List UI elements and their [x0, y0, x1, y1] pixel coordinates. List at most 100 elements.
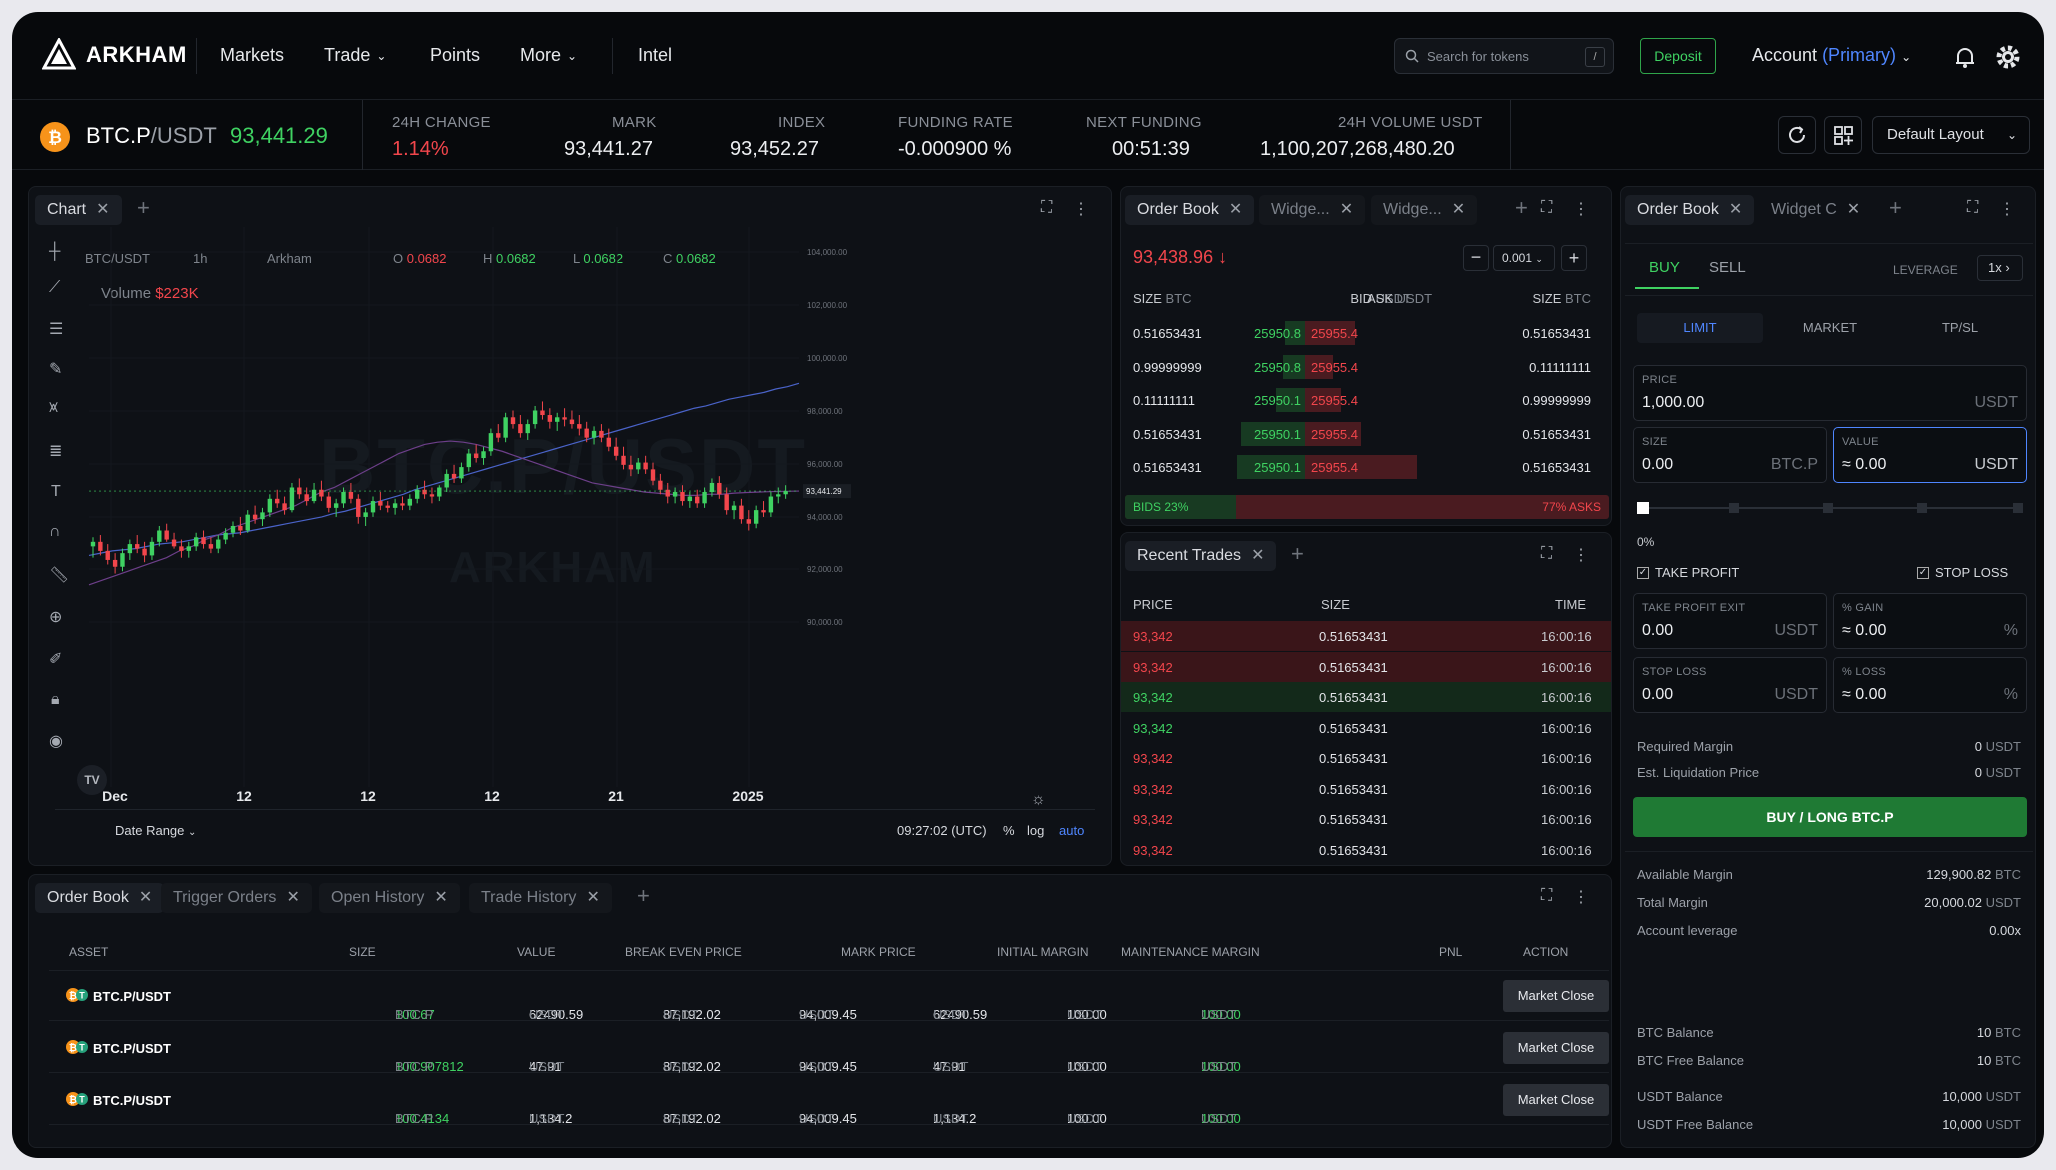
close-icon[interactable]: ✕ — [286, 889, 300, 906]
close-icon[interactable]: ✕ — [586, 889, 600, 906]
close-icon[interactable]: ✕ — [138, 889, 153, 906]
tab-order-book[interactable]: Order Book ✕ — [1125, 195, 1255, 225]
lock-drawing-icon[interactable]: ✐ — [49, 651, 63, 668]
orderbook-row[interactable]: 0.51653431 25950.8 25955.4 0.51653431 — [1121, 317, 1601, 349]
close-icon[interactable]: ✕ — [434, 889, 448, 906]
add-tab-icon[interactable]: + — [1889, 195, 1902, 220]
add-tab-icon[interactable]: + — [637, 883, 650, 908]
value-field[interactable]: VALUE ≈ 0.00 USDT — [1833, 427, 2027, 483]
add-tab-icon[interactable]: + — [1291, 541, 1304, 566]
tick-size-select[interactable]: 0.001 ⌄ — [1493, 245, 1555, 271]
loss-field[interactable]: % LOSS ≈ 0.00 % — [1833, 657, 2027, 713]
tradingview-icon[interactable]: TV — [77, 765, 107, 795]
add-tab-icon[interactable]: + — [1515, 195, 1528, 220]
refresh-button[interactable] — [1778, 116, 1816, 154]
buy-long-button[interactable]: BUY / LONG BTC.P — [1633, 797, 2027, 837]
tick-decrease-button[interactable]: − — [1463, 245, 1489, 271]
trendline-icon[interactable]: ⟋ — [49, 279, 61, 296]
search-input[interactable]: Search for tokens / — [1394, 38, 1614, 74]
tab-widget-c[interactable]: Widget C ✕ — [1759, 195, 1872, 225]
buy-tab[interactable]: BUY — [1649, 259, 1680, 276]
nav-trade[interactable]: Trade ⌄ — [324, 45, 386, 66]
order-type-market[interactable]: MARKET — [1802, 320, 1858, 335]
tab-widget[interactable]: Widge... ✕ — [1371, 195, 1478, 225]
price-field[interactable]: PRICE 1,000.00 USDT — [1633, 365, 2027, 421]
log-toggle[interactable]: log — [1027, 823, 1045, 838]
auto-toggle[interactable]: auto — [1059, 823, 1085, 838]
tab-recent-trades[interactable]: Recent Trades ✕ — [1125, 541, 1277, 571]
close-icon[interactable]: ✕ — [1728, 201, 1743, 218]
candlestick-chart[interactable]: 104,000.00 102,000.00 100,000.00 98,000.00 9… — [29, 187, 1112, 866]
sell-tab[interactable]: SELL — [1709, 259, 1746, 276]
eye-icon[interactable]: ◉ — [49, 733, 63, 750]
fib-icon[interactable]: ≣ — [49, 443, 63, 460]
tab-open-history[interactable]: Open History ✕ — [319, 883, 460, 913]
size-field[interactable]: SIZE 0.00 BTC.P — [1633, 427, 1827, 483]
close-icon[interactable]: ✕ — [1451, 201, 1466, 218]
size-slider[interactable] — [1637, 501, 2023, 515]
order-type-tpsl[interactable]: TP/SL — [1941, 320, 1979, 335]
market-close-button[interactable]: Market Close — [1503, 1084, 1609, 1116]
tp-exit-field[interactable]: TAKE PROFIT EXIT 0.00 USDT — [1633, 593, 1827, 649]
pattern-icon[interactable]: ⩙ — [49, 399, 59, 416]
gear-icon[interactable] — [1995, 44, 2021, 70]
ruler-icon[interactable]: 📏︎ — [49, 567, 70, 584]
take-profit-checkbox[interactable]: ✓ TAKE PROFIT — [1637, 565, 1739, 580]
deposit-button[interactable]: Deposit — [1640, 38, 1716, 74]
expand-icon[interactable]: ⛶ — [1967, 199, 1979, 216]
nav-points[interactable]: Points — [430, 45, 480, 66]
layout-grid-button[interactable] — [1824, 116, 1862, 154]
orderbook-row[interactable]: 0.51653431 25950.1 25955.4 0.51653431 — [1121, 418, 1601, 450]
stop-loss-checkbox[interactable]: ✓ STOP LOSS — [1917, 565, 2008, 580]
position-asset[interactable]: BTC.P/USDT — [93, 1093, 171, 1108]
nav-more[interactable]: More ⌄ — [520, 45, 577, 66]
bell-icon[interactable] — [1952, 44, 1978, 70]
more-vertical-icon[interactable]: ⋮ — [1573, 201, 1589, 218]
brand-logo[interactable]: ARKHAM — [42, 38, 187, 72]
orderbook-row[interactable]: 0.99999999 25950.8 25955.4 0.11111111 — [1121, 351, 1601, 383]
tab-trigger-orders[interactable]: Trigger Orders ✕ — [161, 883, 312, 913]
text-icon[interactable]: T — [51, 483, 61, 500]
lock-icon[interactable]: 🔒︎ — [51, 691, 60, 708]
slider-thumb[interactable] — [1637, 502, 1649, 514]
expand-icon[interactable]: ⛶ — [1541, 199, 1553, 216]
expand-icon[interactable]: ⛶ — [1541, 887, 1553, 904]
add-tab-icon[interactable]: + — [137, 195, 150, 220]
tab-chart[interactable]: Chart ✕ — [35, 195, 122, 225]
horizontal-lines-icon[interactable]: ☰ — [49, 321, 64, 338]
tab-trade-history[interactable]: Trade History ✕ — [469, 883, 612, 913]
expand-icon[interactable]: ⛶ — [1541, 545, 1553, 562]
zoom-icon[interactable]: ⊕ — [49, 609, 63, 626]
nav-intel[interactable]: Intel — [638, 45, 672, 66]
crosshair-icon[interactable]: ┼ — [49, 243, 61, 260]
close-icon[interactable]: ✕ — [1339, 201, 1354, 218]
percent-toggle[interactable]: % — [1003, 823, 1015, 838]
close-icon[interactable]: ✕ — [1228, 201, 1243, 218]
more-vertical-icon[interactable]: ⋮ — [1073, 201, 1089, 218]
tab-order-book[interactable]: Order Book ✕ — [35, 883, 165, 913]
date-range-button[interactable]: Date Range ⌄ — [115, 823, 196, 838]
close-icon[interactable]: ✕ — [1846, 201, 1861, 218]
more-vertical-icon[interactable]: ⋮ — [1573, 889, 1589, 906]
position-asset[interactable]: BTC.P/USDT — [93, 989, 171, 1004]
gain-field[interactable]: % GAIN ≈ 0.00 % — [1833, 593, 2027, 649]
orderbook-row[interactable]: 0.11111111 25950.1 25955.4 0.99999999 — [1121, 384, 1601, 416]
tab-order-book[interactable]: Order Book ✕ — [1625, 195, 1755, 225]
more-vertical-icon[interactable]: ⋮ — [1573, 547, 1589, 564]
position-asset[interactable]: BTC.P/USDT — [93, 1041, 171, 1056]
market-close-button[interactable]: Market Close — [1503, 980, 1609, 1012]
expand-icon[interactable]: ⛶ — [1041, 199, 1053, 216]
more-vertical-icon[interactable]: ⋮ — [1999, 201, 2015, 218]
leverage-button[interactable]: 1x › — [1977, 255, 2023, 281]
brush-icon[interactable]: ✎ — [49, 361, 63, 378]
close-icon[interactable]: ✕ — [1251, 547, 1265, 564]
layout-select[interactable]: Default Layout ⌄ — [1872, 116, 2030, 154]
magnet-icon[interactable]: ∩ — [49, 523, 61, 540]
account-selector[interactable]: Account (Primary) ⌄ — [1752, 45, 1911, 66]
chart-settings-icon[interactable]: ☼ — [1031, 791, 1046, 808]
market-close-button[interactable]: Market Close — [1503, 1032, 1609, 1064]
nav-markets[interactable]: Markets — [220, 45, 284, 66]
close-icon[interactable]: ✕ — [96, 201, 110, 218]
stop-loss-field[interactable]: STOP LOSS 0.00 USDT — [1633, 657, 1827, 713]
tick-increase-button[interactable]: + — [1561, 245, 1587, 271]
